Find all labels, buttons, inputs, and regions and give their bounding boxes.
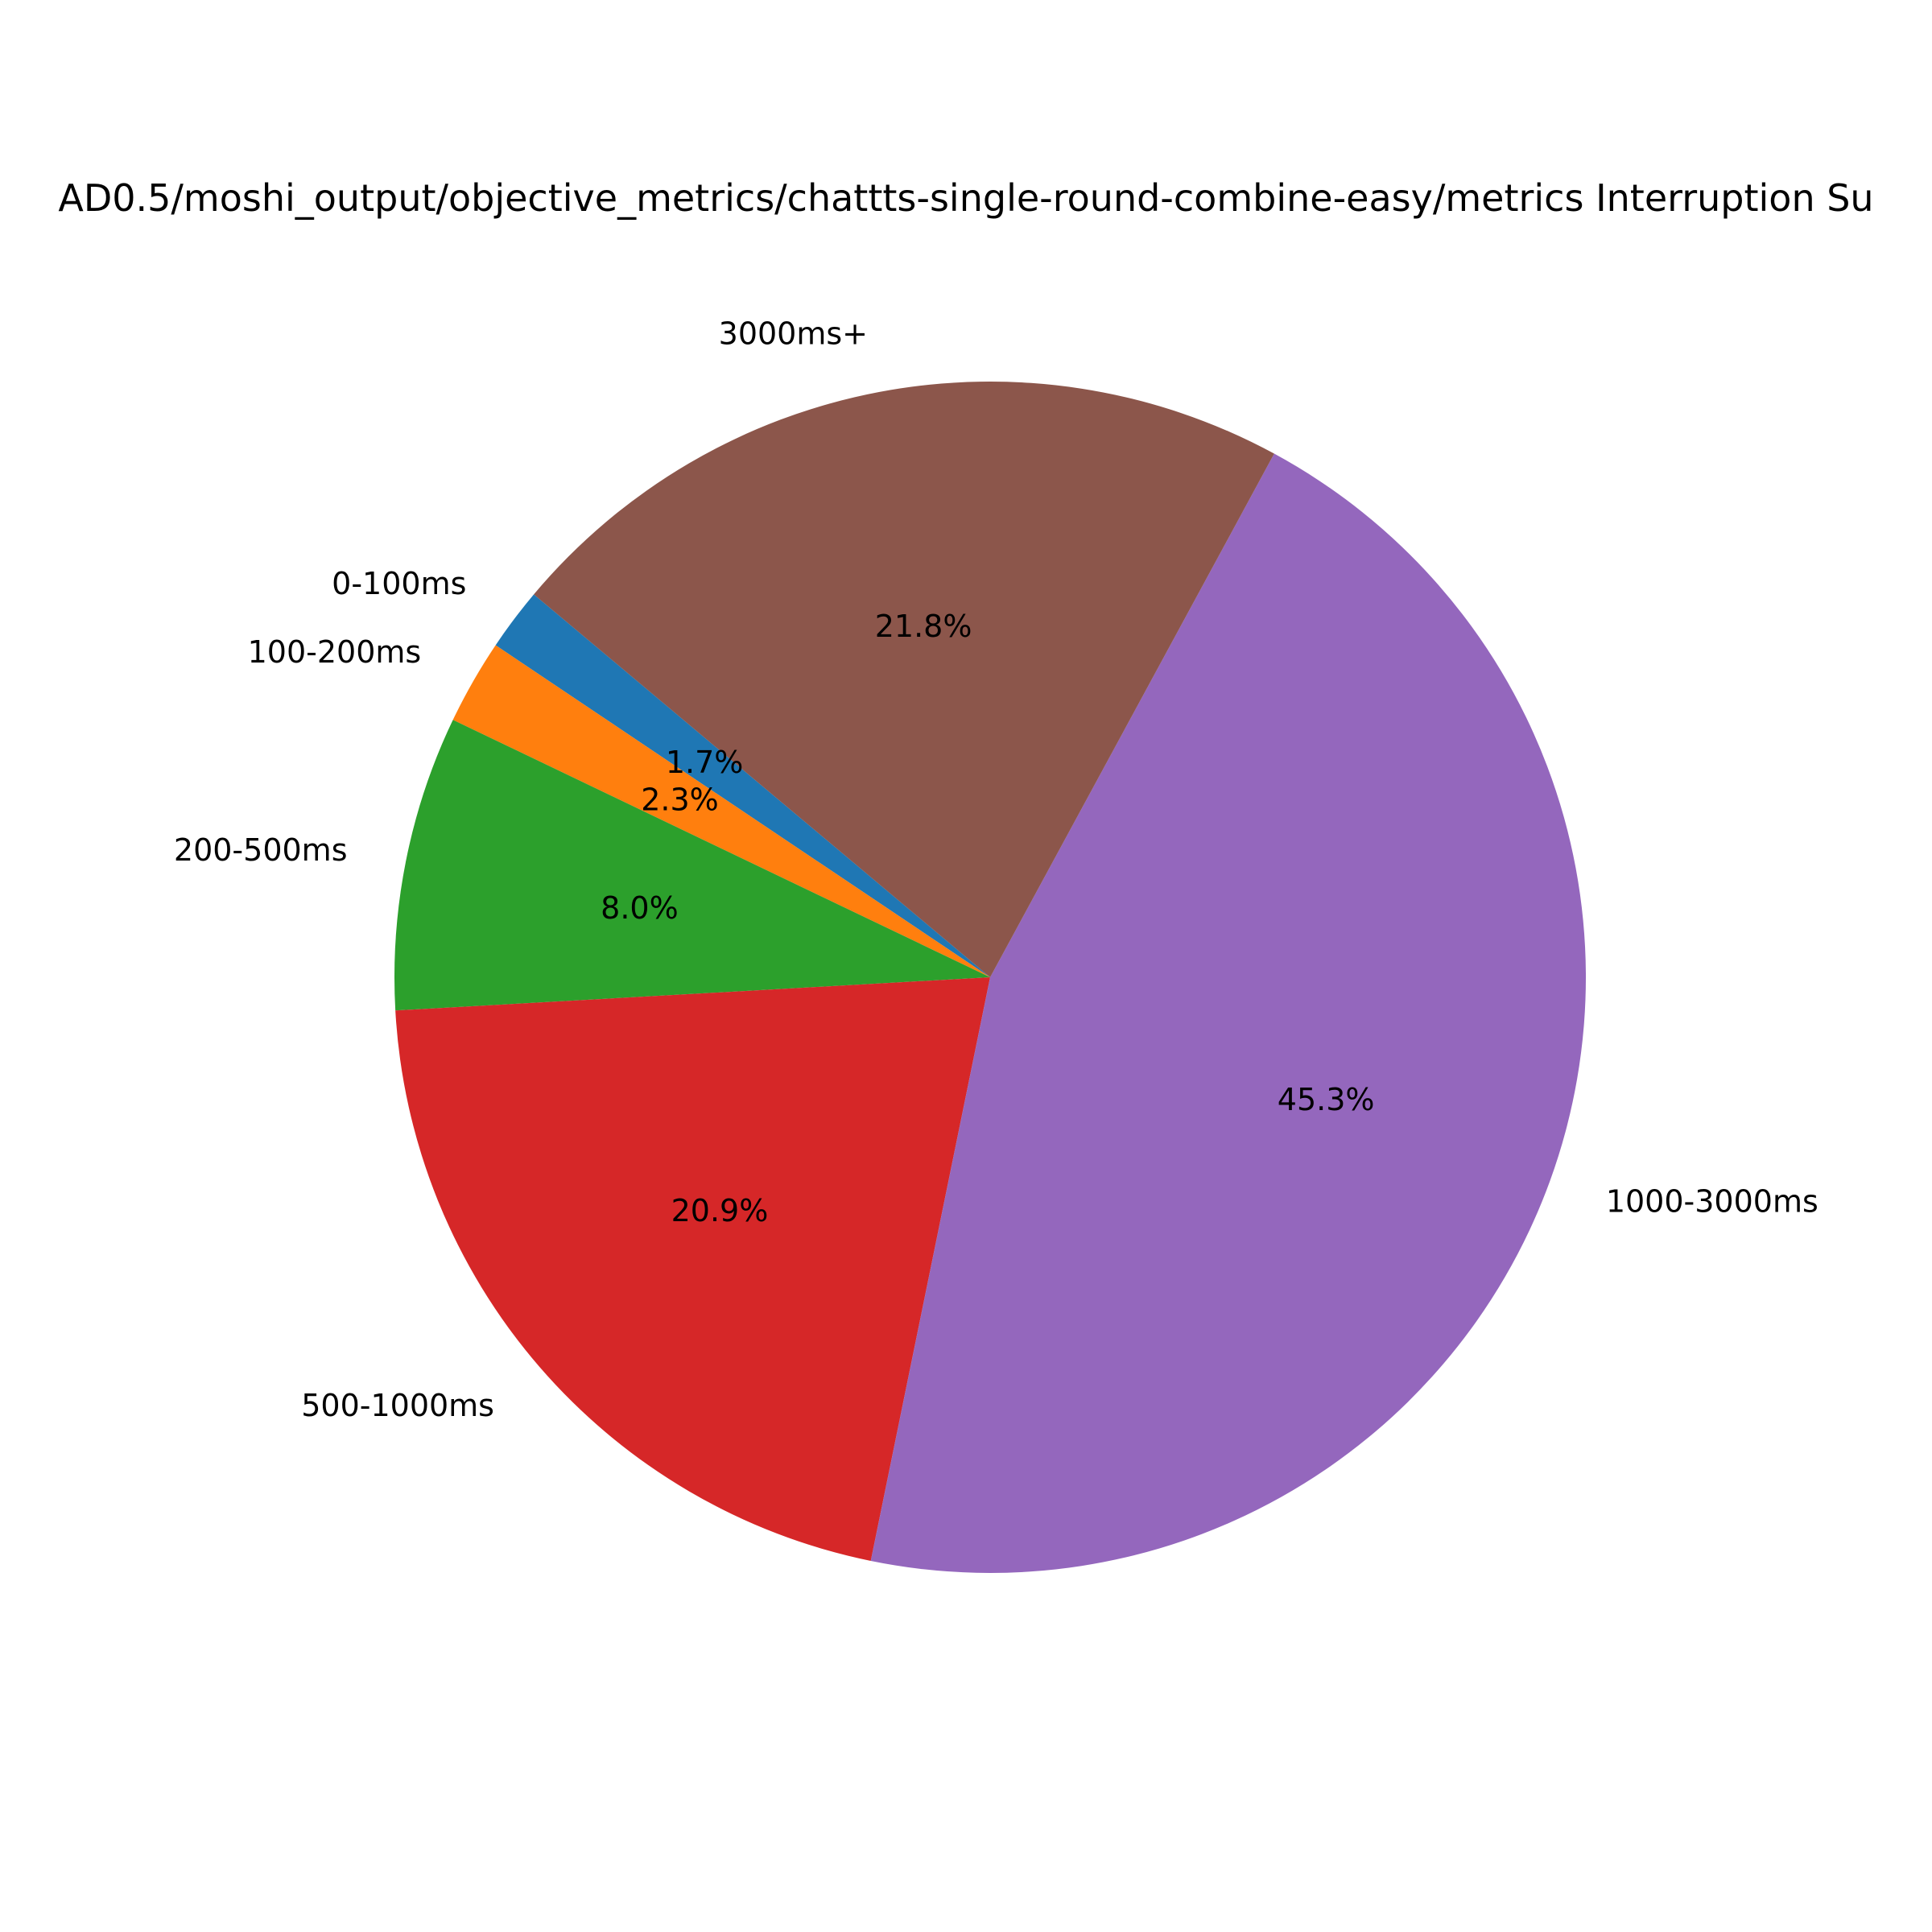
slice-percentage-label: 21.8% [875,609,972,644]
percentage-labels: 1.7%2.3% 8.0% 20.9% 45.3% 21.8% [601,609,1374,1228]
slice-percentage-label: 2.3% [641,782,719,818]
slice-percentage-label: 8.0% [601,890,679,926]
slice-label: 100-200ms [248,634,422,670]
pie-slice-0-100ms [495,594,990,977]
slice-percentage-label: 1.7% [666,745,744,780]
slice-label: 500-1000ms [301,1388,494,1423]
pie-slice-200-500ms [394,720,990,1011]
chart-title: AD0.5/moshi_output/objective_metrics/cha… [58,176,1873,220]
slice-labels: 0-100ms 100-200ms 200-500ms 500-1000ms 1000-… [174,316,1818,1423]
pie-slice-3000ms-plus [534,382,1274,977]
slice-percentage-label: 45.3% [1278,1082,1375,1117]
slice-label: 1000-3000ms [1606,1184,1818,1220]
pie-slice-1000-3000ms [870,453,1587,1573]
pie-slice-100-200ms [452,645,990,977]
slice-percentage-label: 20.9% [671,1193,769,1228]
slice-label: 200-500ms [174,832,348,868]
pie-slices [394,382,1587,1573]
slice-label: 0-100ms [332,566,466,601]
slice-label: 3000ms+ [719,316,868,351]
pie-slice-500-1000ms [395,977,991,1561]
